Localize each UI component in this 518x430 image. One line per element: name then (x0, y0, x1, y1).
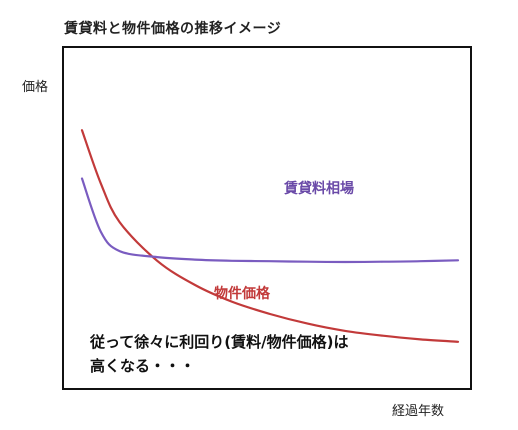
plot-area (62, 46, 472, 390)
x-axis-label: 経過年数 (392, 404, 445, 419)
chart-title: 賃貸料と物件価格の推移イメージ (64, 21, 282, 37)
annotation-line-1: 従って徐々に利回り(賃料/物件価格)は (90, 333, 349, 351)
annotation-line-2: 高くなる・・・ (90, 357, 196, 375)
series-line-price (80, 129, 460, 343)
y-axis-label: 価格 (22, 80, 49, 95)
series-label-rent: 賃貸料相場 (284, 181, 354, 197)
series-line-rent (80, 177, 460, 264)
series-label-price: 物件価格 (214, 286, 270, 302)
annotation-text: 従って徐々に利回り(賃料/物件価格)は 高くなる・・・ (90, 330, 348, 378)
